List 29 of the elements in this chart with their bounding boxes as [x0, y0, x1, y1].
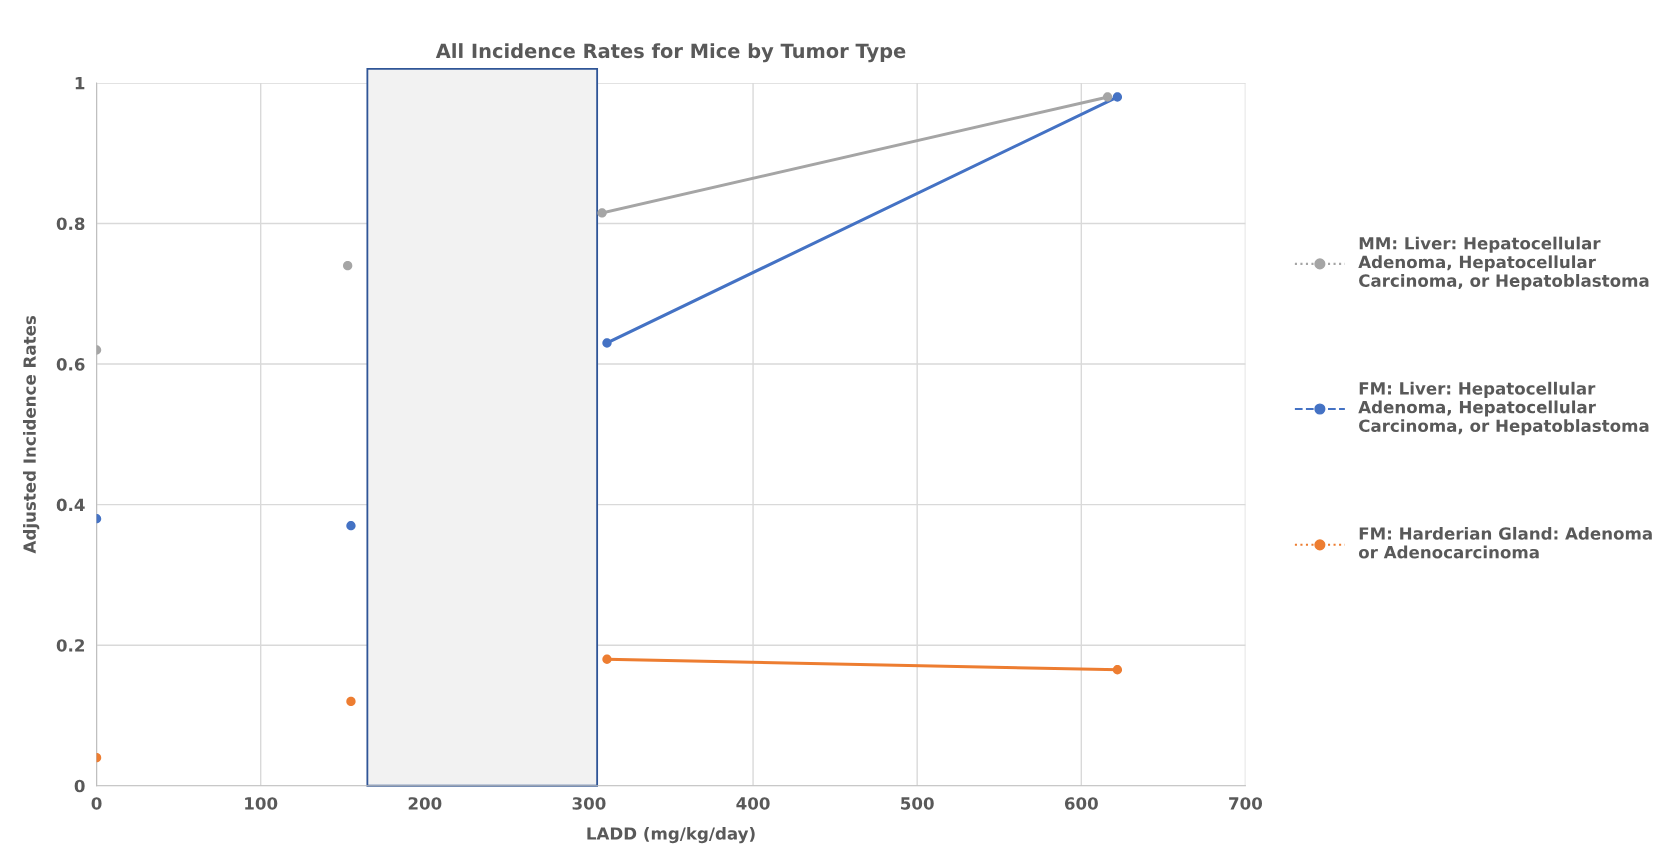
point: [1102, 92, 1113, 102]
x-tick-label: 400: [736, 797, 770, 810]
y-tick-label: 0.2: [56, 639, 85, 652]
point: [602, 654, 612, 664]
point: [346, 696, 356, 707]
point: [1112, 665, 1123, 675]
x-tick-label: 300: [572, 797, 606, 810]
y-axis-title: Adjusted Incidence Rates: [23, 315, 40, 554]
legend-label: FM: Harderian Gland: Adenoma or Adenocarcinoma: [1358, 526, 1652, 559]
point: [346, 521, 356, 531]
point: [602, 338, 612, 348]
y-tick-label: 1: [75, 77, 85, 90]
legend-label: FM: Liver: Hepatocellular Adenoma, Hepatocellular Carcinoma, or Hepatoblastoma: [1358, 381, 1649, 436]
point: [1112, 92, 1123, 102]
y-tick-label: 0.8: [56, 217, 85, 231]
y-tick-label: 0: [74, 779, 85, 793]
x-tick-label: 700: [1229, 797, 1263, 810]
chart-title: All Incidence Rates for Mice by Tumor Type: [435, 43, 906, 63]
y-tick-label: 0.6: [56, 358, 85, 371]
x-tick-label: 600: [1064, 797, 1098, 810]
x-tick-label: 100: [245, 797, 278, 810]
legend-label: MM: Liver: Hepatocellular Adenoma, Hepatocellular Carcinoma, or Hepatoblastoma: [1358, 236, 1649, 291]
x-tick-label: 0: [91, 797, 102, 810]
x-axis-title: LADD (mg/kg/day): [587, 826, 755, 844]
y-tick-label: 0.4: [56, 498, 85, 512]
point: [343, 261, 353, 271]
x-tick-label: 500: [901, 797, 934, 810]
x-tick-label: 200: [408, 797, 442, 810]
point: [597, 208, 607, 218]
